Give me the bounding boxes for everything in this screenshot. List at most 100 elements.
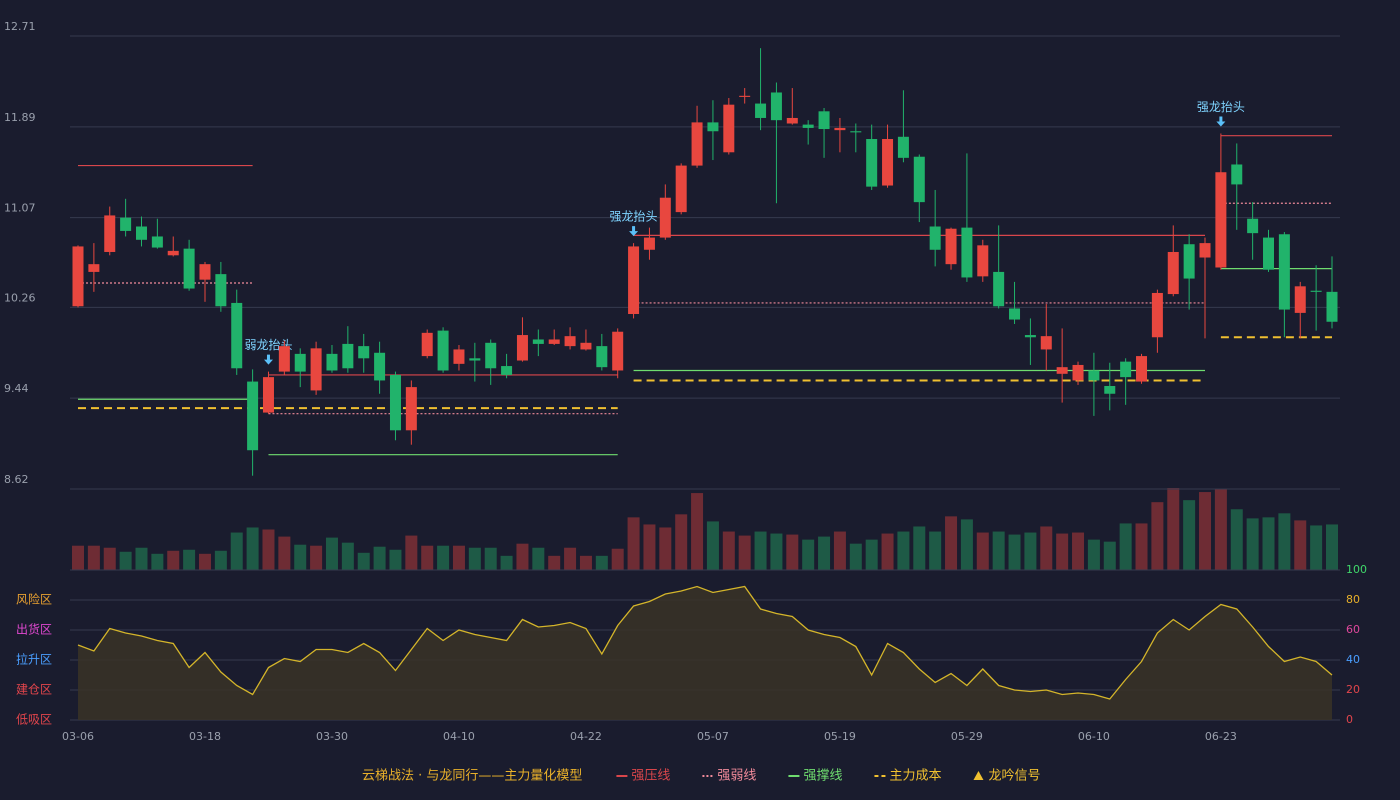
candle-body	[834, 127, 846, 131]
candle-body	[1310, 290, 1322, 292]
candle-body	[770, 92, 782, 121]
volume-bar	[87, 545, 100, 570]
candle-body	[913, 156, 925, 203]
candle-body	[358, 346, 370, 359]
x-tick-label: 04-10	[443, 730, 475, 743]
legend-label: 主力成本	[889, 769, 941, 784]
volume-bar	[945, 516, 958, 570]
candle-body	[739, 95, 751, 97]
volume-bar	[421, 545, 434, 570]
y2-tick-label: 100	[1346, 563, 1367, 576]
candle-body	[247, 381, 259, 451]
candle-body	[278, 346, 290, 372]
candle-body	[866, 139, 878, 187]
x-tick-label: 05-19	[824, 730, 856, 743]
candle-body	[1199, 243, 1211, 258]
candle-body	[1167, 251, 1179, 295]
candle-body	[850, 131, 862, 133]
volume-bar	[1326, 524, 1338, 570]
candle-body	[1009, 308, 1021, 320]
candle-body	[643, 237, 655, 250]
x-tick-label: 03-30	[316, 730, 348, 743]
volume-bar	[167, 550, 180, 570]
candle-body	[1247, 218, 1259, 234]
candle-body	[993, 271, 1005, 307]
x-tick-label: 04-22	[570, 730, 602, 743]
volume-bar	[437, 545, 450, 570]
volume-bar	[722, 531, 735, 570]
x-tick-label: 05-29	[951, 730, 983, 743]
candle-body	[1024, 335, 1036, 338]
volume-bar	[1246, 518, 1259, 570]
x-tick-label: 03-06	[62, 730, 94, 743]
volume-bar	[960, 519, 973, 570]
signal-arrow	[263, 354, 273, 365]
volume-bar	[1008, 534, 1021, 570]
legend-symbol	[973, 771, 984, 780]
volume-bar	[516, 543, 529, 570]
volume-bar	[151, 553, 164, 570]
volume-bar	[1214, 489, 1227, 570]
volume-bar	[564, 547, 577, 570]
candle-body	[262, 377, 274, 413]
volume-bar	[1151, 502, 1164, 570]
signal-label: 强龙抬头	[1197, 100, 1245, 114]
legend-label: 强撑线	[803, 769, 842, 784]
volume-bar	[818, 536, 831, 570]
y2-tick-label: 40	[1346, 653, 1360, 666]
candle-body	[897, 136, 909, 158]
volume-bar	[579, 555, 592, 570]
y-tick-label: 10.26	[4, 291, 36, 304]
oscillator-area	[78, 586, 1332, 720]
candle-body	[501, 366, 513, 375]
candle-body	[231, 302, 243, 369]
candle-body	[215, 274, 227, 307]
volume-bar	[468, 547, 481, 570]
volume-bar	[691, 493, 704, 570]
candle-body	[1104, 385, 1116, 394]
volume-bar	[452, 545, 465, 570]
volume-bar	[992, 531, 1005, 570]
volume-bar	[1056, 533, 1069, 570]
volume-bar	[595, 555, 608, 570]
candle-body	[453, 349, 465, 364]
volume-bar	[294, 544, 307, 570]
volume-bar	[230, 532, 243, 570]
volume-bar	[1135, 523, 1148, 570]
zone-label: 低吸区	[16, 713, 52, 727]
volume-bar	[1310, 525, 1323, 570]
candle-body	[199, 264, 211, 280]
candle-body	[1088, 370, 1100, 381]
candle-body	[1136, 356, 1148, 382]
volume-bar	[103, 547, 116, 570]
candle-body	[1231, 164, 1243, 185]
signal-arrow	[629, 226, 639, 237]
candle-body	[945, 228, 957, 265]
candle-body	[167, 250, 179, 256]
volume-bar	[802, 539, 815, 570]
candle-body	[88, 264, 100, 272]
volume-bar	[532, 547, 545, 570]
candle-body	[596, 346, 608, 368]
volume-bar	[484, 547, 497, 570]
y-tick-label: 9.44	[4, 382, 29, 395]
volume-bar	[627, 517, 640, 570]
volume-bar	[976, 532, 989, 570]
candle-body	[628, 246, 640, 315]
candle-body	[389, 374, 401, 431]
x-tick-label: 06-23	[1205, 730, 1237, 743]
volume-bar	[849, 543, 862, 570]
volume-bar	[643, 524, 656, 570]
candle-body	[183, 248, 195, 289]
legend-label: 龙吟信号	[988, 768, 1040, 784]
candle-body	[135, 226, 147, 240]
volume-bar	[1183, 500, 1196, 570]
candle-body	[469, 358, 481, 361]
x-tick-label: 06-10	[1078, 730, 1110, 743]
candle-body	[326, 353, 338, 371]
volume-bar	[135, 547, 148, 570]
zone-label: 出货区	[16, 622, 52, 637]
candle-body	[580, 342, 592, 350]
volume-bar	[262, 529, 275, 570]
